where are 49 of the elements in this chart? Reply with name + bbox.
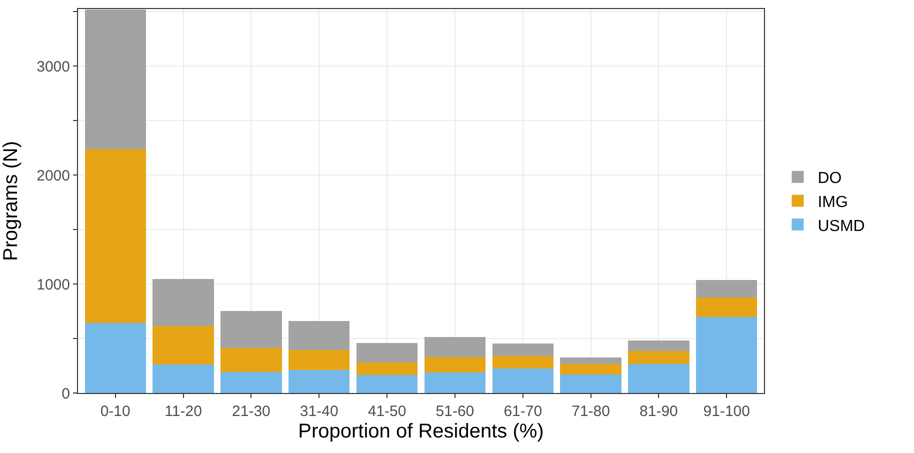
bar: [84, 9, 146, 149]
bar: [628, 350, 690, 364]
bar: [628, 364, 690, 393]
bar: [492, 356, 554, 368]
x-tick-label: 61-70: [504, 403, 542, 420]
bar: [84, 148, 146, 324]
bar: [220, 372, 282, 393]
bar: [560, 357, 622, 364]
y-tick-label: 0: [62, 385, 70, 402]
y-tick-label: 3000: [36, 58, 70, 76]
bar: [628, 340, 690, 351]
bar: [152, 326, 214, 365]
legend-label: USMD: [818, 218, 865, 235]
y-tick-label: 1000: [36, 276, 70, 294]
x-axis-title: Proportion of Residents (%): [298, 420, 544, 442]
legend-label: DO: [818, 170, 842, 188]
x-tick-label: 51-60: [436, 403, 474, 420]
bar: [84, 323, 146, 393]
bar: [696, 317, 758, 393]
bar: [356, 362, 418, 376]
bar: [356, 375, 418, 393]
x-tick-label: 81-90: [640, 403, 678, 420]
x-tick-label: 71-80: [572, 403, 610, 420]
x-tick-label: 31-40: [300, 403, 338, 420]
bar: [560, 364, 622, 374]
bar: [424, 372, 486, 393]
bar: [288, 370, 350, 393]
bar: [220, 311, 282, 348]
bar: [288, 350, 350, 370]
x-tick-label: 41-50: [368, 403, 406, 420]
bar: [152, 279, 214, 326]
bar: [696, 280, 758, 298]
bar: [424, 336, 486, 357]
x-tick-label: 0-10: [100, 403, 130, 420]
bar: [424, 356, 486, 372]
x-tick-label: 11-20: [164, 403, 202, 420]
legend-label: IMG: [818, 194, 848, 211]
y-tick-label: 2000: [36, 167, 70, 184]
bar: [560, 374, 622, 393]
x-tick-label: 21-30: [232, 403, 270, 420]
bar: [220, 348, 282, 372]
bar: [492, 368, 554, 393]
bar: [696, 297, 758, 318]
bar: [288, 320, 350, 350]
bar: [492, 344, 554, 356]
x-tick-label: 91-100: [703, 403, 750, 420]
bar: [152, 364, 214, 393]
bar: [356, 343, 418, 362]
y-axis-title: Programs (N): [0, 140, 22, 262]
